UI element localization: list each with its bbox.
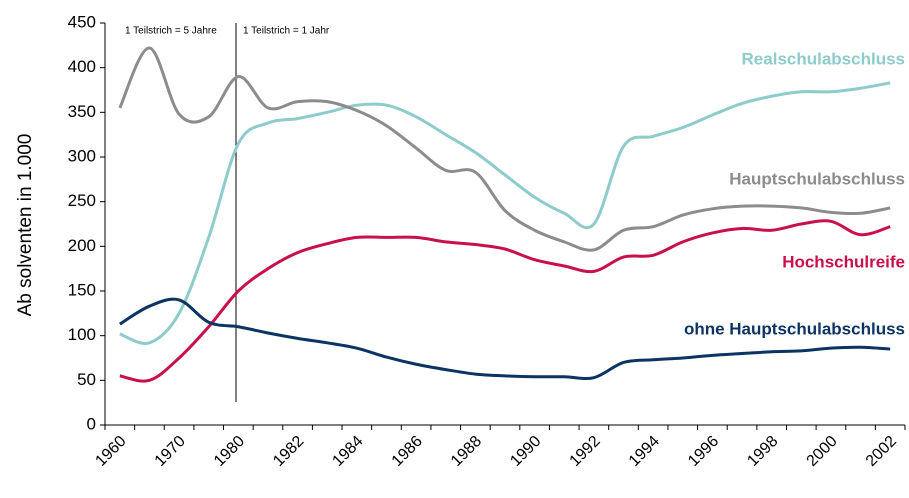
x-tick-label: 1990 (507, 433, 544, 470)
y-tick-label: 200 (68, 236, 96, 255)
y-tick-label: 400 (68, 57, 96, 76)
series-label: Hochschulreife (782, 252, 905, 271)
y-tick-label: 50 (77, 370, 96, 389)
series-label: ohne Hauptschulabschluss (684, 319, 905, 338)
x-tick-label: 1996 (685, 433, 722, 470)
y-tick-label: 250 (68, 191, 96, 210)
x-tick-label: 1980 (211, 433, 248, 470)
annotation: 1 Teilstrich = 1 Jahr (243, 26, 330, 37)
line (119, 297, 891, 381)
series-label: Realschulabschluss (742, 49, 905, 68)
x-tick-label: 1982 (270, 433, 307, 470)
y-tick-label: 450 (68, 12, 96, 31)
line (119, 81, 891, 345)
x-tick-label: 2002 (863, 433, 900, 470)
y-tick-label: 100 (68, 325, 96, 344)
x-tick-label: 1992 (567, 433, 604, 470)
annotation: 1 Teilstrich = 5 Jahre (125, 26, 217, 37)
x-tick-label: 1970 (152, 433, 189, 470)
x-tick-label: 1986 (389, 433, 426, 470)
x-tick-label: 1984 (329, 433, 366, 470)
y-tick-label: 350 (68, 102, 96, 121)
x-tick-label: 2000 (804, 433, 841, 470)
x-tick-label: 1988 (448, 433, 485, 470)
line (118, 46, 891, 252)
series-label: Hauptschulabschluss (729, 169, 905, 188)
y-tick-label: 150 (68, 280, 96, 299)
y-tick-label: 300 (68, 146, 96, 165)
x-tick-label: 1994 (626, 433, 663, 470)
line (119, 219, 891, 383)
x-tick-label: 1998 (744, 433, 781, 470)
y-axis-label: Ab solventen in 1.000 (15, 134, 36, 317)
y-tick-label: 0 (87, 414, 96, 433)
x-tick-label: 1960 (92, 433, 129, 470)
